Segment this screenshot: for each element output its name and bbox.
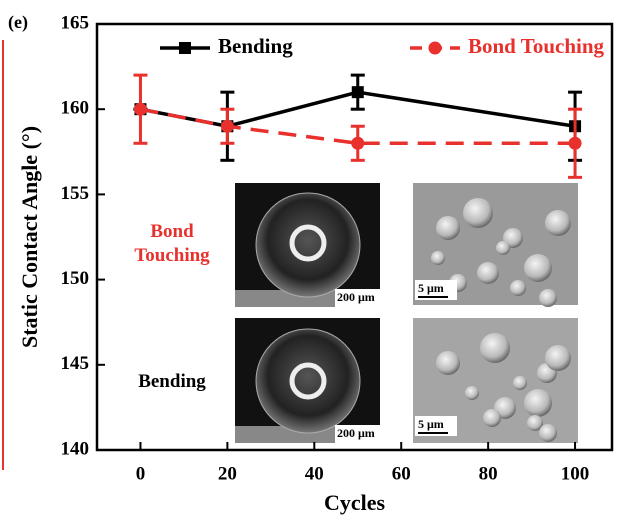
sem-particle xyxy=(539,289,557,307)
droplet xyxy=(256,329,360,433)
scale-label: 200 μm xyxy=(337,290,375,304)
x-tick-label: 80 xyxy=(479,463,498,484)
marker xyxy=(134,103,147,116)
x-tick-label: 0 xyxy=(136,463,146,484)
x-axis-label: Cycles xyxy=(324,490,386,515)
page: {"chart_data": {"type": "line", "panel_l… xyxy=(0,0,621,518)
y-tick-label: 150 xyxy=(61,268,90,289)
y-tick-label: 165 xyxy=(61,12,90,33)
y-tick-label: 140 xyxy=(61,438,90,459)
inset-label: Bond Touching xyxy=(122,220,222,268)
sem-particle xyxy=(436,351,460,375)
sem-particle xyxy=(483,409,501,427)
legend-marker xyxy=(429,42,442,55)
sem-particle xyxy=(463,198,493,228)
x-tick-label: 20 xyxy=(218,463,237,484)
sem-particle xyxy=(545,345,571,371)
droplet xyxy=(256,193,360,297)
marker xyxy=(352,86,364,98)
legend-label: Bond Touching xyxy=(468,34,605,58)
sem-particle xyxy=(496,241,510,255)
inset-label: Bending xyxy=(122,370,222,394)
sem-particle xyxy=(539,424,557,442)
marker xyxy=(351,137,364,150)
scale-label: 5 μm xyxy=(418,417,444,431)
sem-particle xyxy=(513,376,527,390)
y-tick-label: 145 xyxy=(61,353,90,374)
marker xyxy=(569,137,582,150)
scale-label: 5 μm xyxy=(418,281,444,295)
legend-marker xyxy=(179,42,191,54)
legend-label: Bending xyxy=(218,34,293,58)
scale-label: 200 μm xyxy=(337,426,375,440)
y-axis-label: Static Contact Angle (°) xyxy=(17,126,42,348)
y-tick-label: 155 xyxy=(61,183,90,204)
sem-particle xyxy=(524,254,552,282)
sem-particle xyxy=(436,216,460,240)
panel-label: (e) xyxy=(8,12,28,33)
x-tick-label: 100 xyxy=(561,463,590,484)
x-tick-label: 40 xyxy=(305,463,324,484)
insets: 200 μm 200 μm 5 μm 5 μm xyxy=(235,183,578,443)
sem-particle xyxy=(477,262,499,284)
sem-particle xyxy=(431,251,445,265)
sem-particle xyxy=(510,280,526,296)
y-tick-label: 160 xyxy=(61,98,90,119)
sem-particle xyxy=(480,333,510,363)
chart: (e) 200 μm 200 μm 5 μm 5 μm 140 145 150 155 160… xyxy=(0,0,621,518)
sem-particle xyxy=(545,210,571,236)
marker xyxy=(221,120,234,133)
x-tick-label: 60 xyxy=(392,463,411,484)
sem-particle xyxy=(524,389,552,417)
sem-particle xyxy=(465,386,479,400)
